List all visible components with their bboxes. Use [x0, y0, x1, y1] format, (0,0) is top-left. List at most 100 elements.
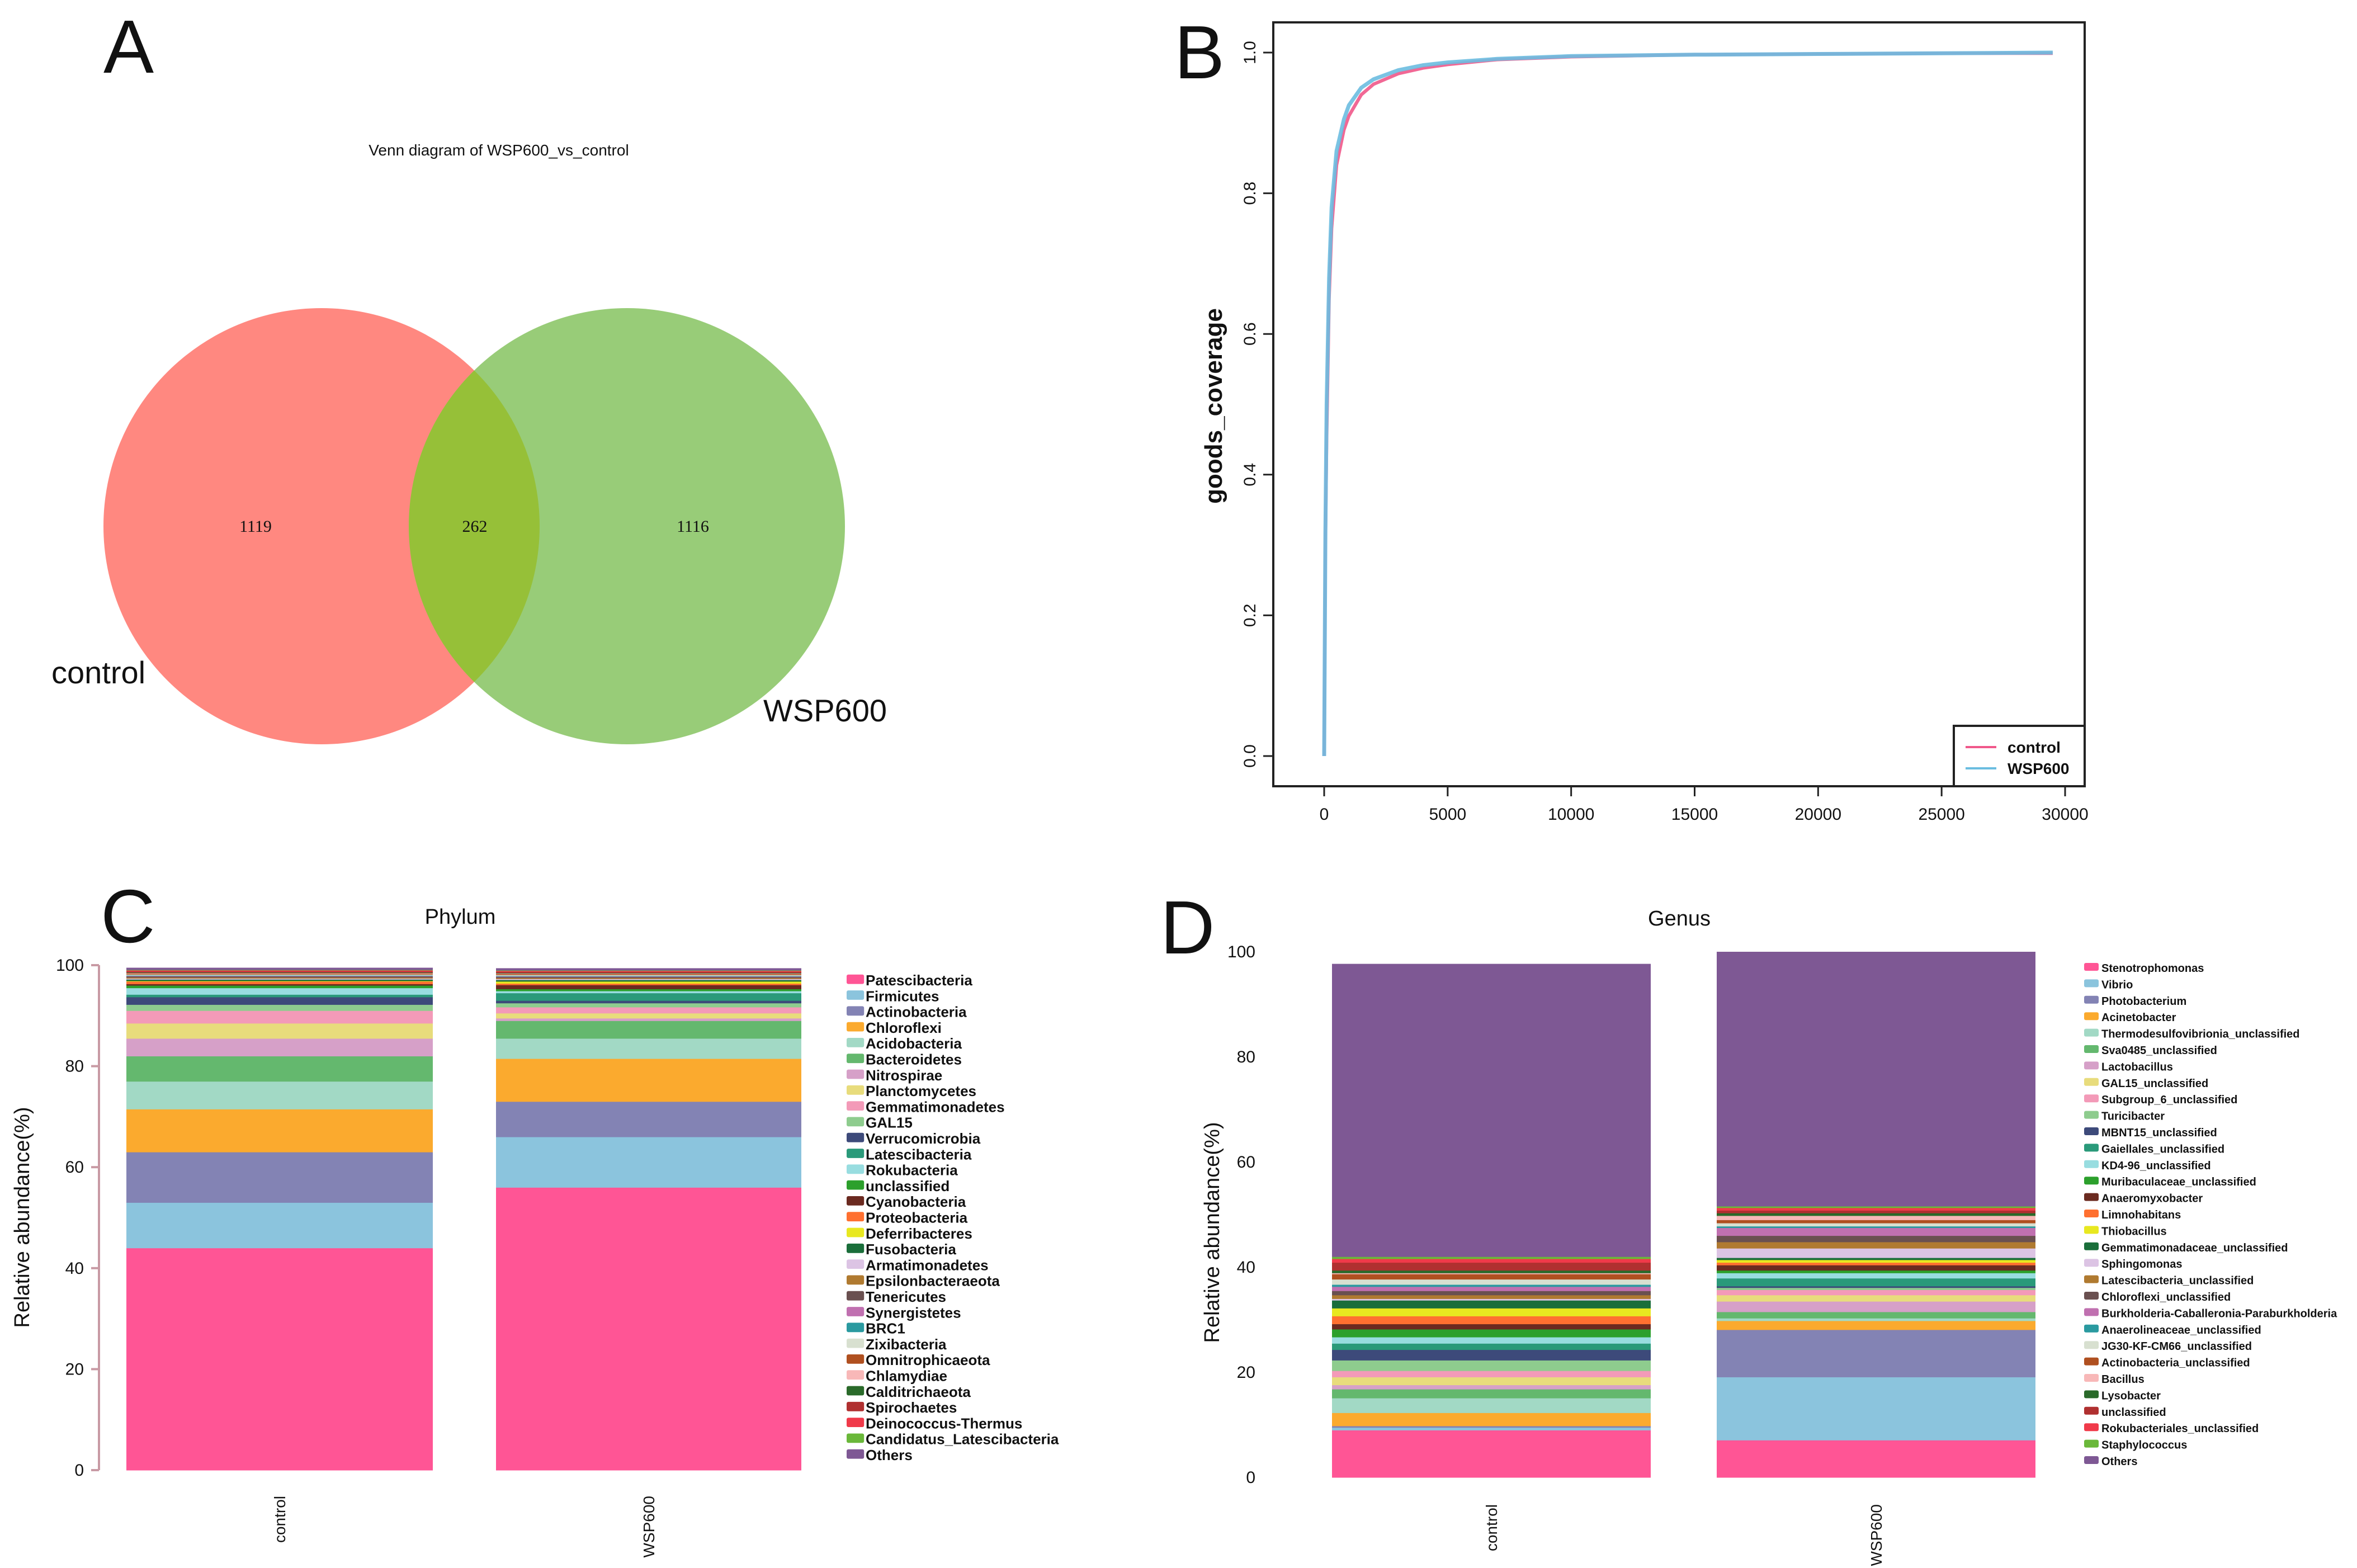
bar-segment-wsp600-tenericutes	[496, 976, 801, 979]
legend-swatch	[847, 1275, 865, 1285]
y-tick-label: 1.0	[1241, 41, 1259, 64]
bar-segment-control-nitrospirae	[126, 1038, 433, 1057]
legend-swatch	[2084, 1226, 2099, 1234]
bar-segment-control-others	[126, 967, 433, 970]
x-category-label: WSP600	[640, 1496, 658, 1558]
y-tick-label: 0.8	[1241, 182, 1259, 205]
y-tick-label: 60	[65, 1158, 84, 1177]
legend-label: Others	[2101, 1456, 2137, 1468]
bar-segment-control-rokubacteriales_unclassified	[1332, 1258, 1651, 1263]
legend-swatch	[847, 1307, 865, 1316]
legend-label: Chlamydiae	[866, 1368, 947, 1385]
x-tick-label: 0	[1320, 805, 1329, 824]
bar-segment-wsp600-candidatus_latescibacteria	[496, 970, 801, 971]
bar-segment-control-spirochaetes	[126, 971, 433, 973]
legend-swatch	[847, 1149, 865, 1158]
legend-swatch	[847, 1006, 865, 1016]
legend-label: Tenericutes	[866, 1288, 946, 1305]
bar-segment-wsp600-unclassified	[1717, 1210, 2035, 1213]
bar-segment-control-staphylococcus	[1332, 1257, 1651, 1259]
bar-segment-control-fusobacteria	[126, 979, 433, 981]
legend-swatch	[847, 1054, 865, 1064]
bar-segment-control-tenericutes	[126, 976, 433, 978]
panel-d: D Genus Relative abundance(%) 0 20 40 60 80 1…	[1160, 885, 2337, 1566]
bar-segment-wsp600-latescibacteria_unclassified	[1717, 1241, 2035, 1249]
legend-label: Lysobacter	[2101, 1390, 2161, 1402]
bar-segment-wsp600-mbnt15_unclassified	[1717, 1286, 2035, 1288]
bar-segment-control-actinobacteria	[126, 1152, 433, 1203]
bar-segment-control-kd4-96_unclassified	[1332, 1337, 1651, 1344]
x-tick-label: 20000	[1795, 805, 1841, 824]
legend-swatch	[847, 1022, 865, 1032]
legend-swatch	[2084, 1259, 2099, 1267]
legend-swatch	[2084, 1390, 2099, 1399]
venn-count-wsp600: 1116	[677, 517, 709, 536]
legend-label: Nitrospirae	[866, 1067, 942, 1084]
legend-label: Burkholderia-Caballeronia-Paraburkholder…	[2101, 1307, 2337, 1320]
x-tick-label: 15000	[1671, 805, 1718, 824]
legend-swatch	[847, 1259, 865, 1269]
bar-segment-wsp600-proteobacteria	[496, 983, 801, 985]
x-tick-label: 10000	[1548, 805, 1594, 824]
legend-label: Turicibacter	[2101, 1111, 2165, 1123]
legend-label: Photobacterium	[2101, 995, 2186, 1008]
bar-segment-control-unclassified	[1332, 1262, 1651, 1271]
legend-swatch	[847, 1354, 865, 1364]
bar-segment-control-jg30-kf-cm66_unclassified	[1332, 1279, 1651, 1285]
legend-label: Sphingomonas	[2101, 1258, 2182, 1271]
y-tick-label: 40	[1237, 1258, 1255, 1277]
legend-label: Spirochaetes	[866, 1399, 957, 1416]
bar-segment-control-planctomycetes	[126, 1023, 433, 1039]
bar-segment-wsp600-omnitrophicaeota	[496, 974, 801, 975]
legend-label: Cyanobacteria	[866, 1193, 966, 1210]
legend-label: BRC1	[866, 1320, 905, 1337]
y-axis-label: Relative abundance(%)	[1201, 1122, 1224, 1343]
bar-segment-wsp600-anaerolineaceae_unclassified	[1717, 1226, 2035, 1228]
bar-segment-control-zixibacteria	[126, 974, 433, 976]
venn-count-control: 1119	[239, 517, 272, 536]
legend-swatch	[2084, 995, 2099, 1004]
legend-label: Synergistetes	[866, 1304, 961, 1321]
venn-label-wsp600: WSP600	[763, 693, 887, 728]
bar-segment-wsp600-gal15	[496, 1003, 801, 1008]
legend-label: unclassified	[866, 1178, 950, 1194]
y-tick-label: 60	[1237, 1153, 1255, 1172]
legend-swatch	[2084, 1177, 2099, 1185]
bar-segment-wsp600-burkholderia-caballeronia-paraburkholderia	[1717, 1227, 2035, 1236]
legend-swatch	[2084, 979, 2099, 988]
legend-label: Subgroup_6_unclassified	[2101, 1094, 2237, 1106]
bar-segment-control-anaeromyxobacter	[1332, 1324, 1651, 1330]
y-tick-label: 20	[65, 1360, 84, 1378]
bar-segment-wsp600-thiobacillus	[1717, 1259, 2035, 1263]
legend-label: Candidatus_Latescibacteria	[866, 1431, 1059, 1448]
legend-swatch	[847, 1101, 865, 1111]
legend-label: unclassified	[2101, 1406, 2166, 1419]
bar-segment-wsp600-unclassified	[496, 989, 801, 991]
bar-segment-wsp600-spirochaetes	[496, 971, 801, 974]
bar-segment-wsp600-stenotrophomonas	[1717, 1440, 2035, 1478]
legend-label: Deinococcus-Thermus	[866, 1415, 1022, 1432]
bar-segment-wsp600-chloroflexi	[496, 1059, 801, 1102]
bar-segment-wsp600-lysobacter	[1717, 1213, 2035, 1216]
bar-segment-control-anaerolineaceae_unclassified	[1332, 1284, 1651, 1287]
panel-letter-a: A	[103, 4, 154, 89]
y-axis-label: Relative abundance(%)	[11, 1107, 34, 1328]
bar-segment-control-gemmatimonadetes	[126, 1010, 433, 1024]
legend-swatch	[2084, 1324, 2099, 1333]
legend-swatch	[847, 1117, 865, 1127]
bar-segment-wsp600-bacteroidetes	[496, 1021, 801, 1039]
bar-segment-control-proteobacteria	[126, 981, 433, 984]
legend-label-wsp600: WSP600	[2008, 760, 2070, 777]
legend-label: KD4-96_unclassified	[2101, 1160, 2211, 1172]
legend-swatch	[2084, 1456, 2099, 1464]
bar-segment-wsp600-jg30-kf-cm66_unclassified	[1717, 1223, 2035, 1227]
y-tick-label: 80	[1237, 1048, 1255, 1066]
legend-swatch	[2084, 1374, 2099, 1382]
bar-segment-wsp600-subgroup_6_unclassified	[1717, 1290, 2035, 1296]
legend-swatch	[2084, 1144, 2099, 1152]
y-tick-label: 20	[1237, 1363, 1255, 1382]
legend-label: Gemmatimonadetes	[866, 1098, 1005, 1115]
legend-swatch	[2084, 1308, 2099, 1316]
legend-label: Anaerolineaceae_unclassified	[2101, 1324, 2261, 1336]
venn-label-control: control	[51, 655, 145, 690]
